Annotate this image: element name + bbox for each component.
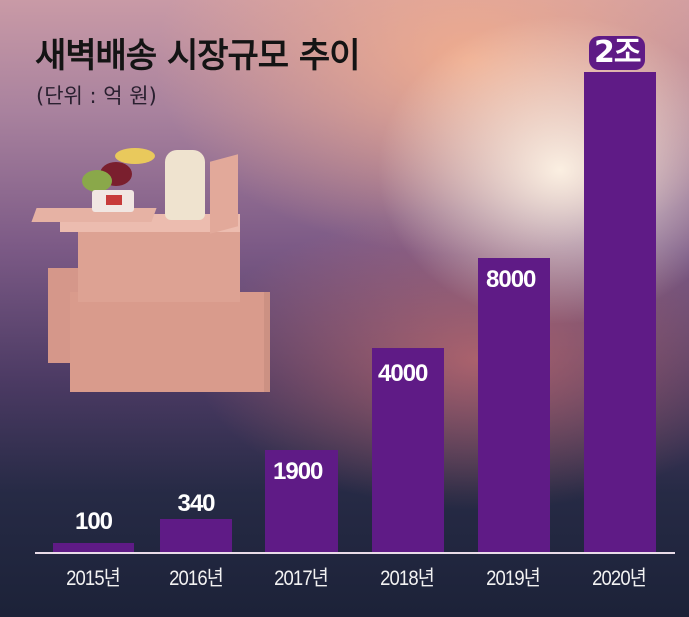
- bar-2019: [478, 258, 550, 552]
- x-tick-2017: 2017년: [274, 567, 329, 590]
- green-grapes-icon: [82, 170, 112, 192]
- bar-label-2015: 100: [74, 508, 113, 535]
- bar-2020: [584, 72, 656, 552]
- x-tick-2020: 2020년: [592, 567, 647, 590]
- unit-label: (단위 : 억 원): [36, 84, 157, 108]
- banana-icon: [115, 148, 155, 164]
- bar-2017: [265, 450, 338, 552]
- x-tick-2018: 2018년: [380, 567, 435, 590]
- x-axis-line: [35, 552, 675, 554]
- box-top: [78, 228, 240, 302]
- bar-2018: [372, 348, 444, 552]
- bar-label-2016: 340: [177, 490, 215, 517]
- box-bottom: [70, 292, 270, 392]
- milk-bottle-icon: [165, 150, 205, 220]
- bar-2016: [160, 519, 232, 552]
- box-flap-right: [210, 154, 238, 234]
- x-tick-2016: 2016년: [169, 567, 224, 590]
- bar-2015: [53, 543, 134, 552]
- x-tick-2019: 2019년: [486, 567, 541, 590]
- bar-label-2019: 8000: [486, 266, 536, 293]
- chart-title: 새벽배송 시장규모 추이: [35, 36, 360, 76]
- yogurt-cup-icon: [92, 190, 134, 212]
- bar-label-2018: 4000: [378, 360, 428, 387]
- bar-label-2017: 1900: [273, 458, 323, 485]
- bar-label-2020: 2조: [589, 36, 646, 70]
- x-tick-2015: 2015년: [66, 567, 121, 590]
